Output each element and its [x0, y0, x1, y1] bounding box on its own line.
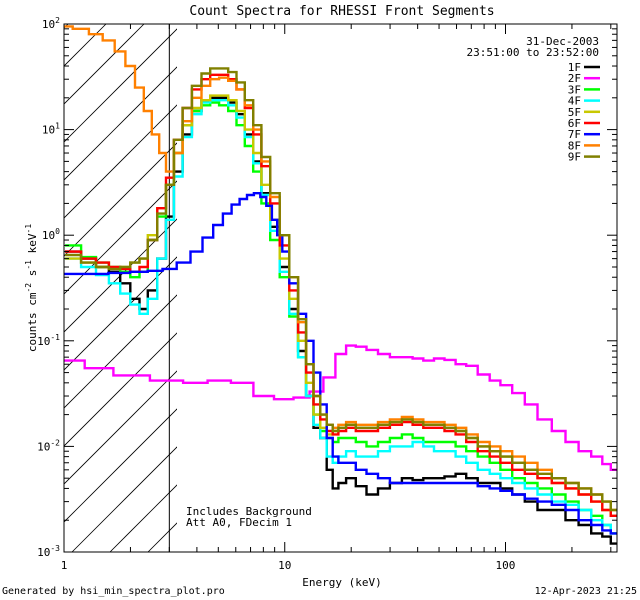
y-axis-label-exp-cm: -2 — [24, 283, 33, 293]
annotation-background: Includes Background — [186, 505, 312, 518]
hatch-line — [64, 66, 177, 181]
axes: 1 10 100 102 101 100 10-1 10-2 10-3 — [37, 16, 617, 572]
x-tick-label: 1 — [61, 559, 68, 572]
legend-label-3F: 3F — [568, 83, 581, 96]
x-tick-label: 100 — [496, 559, 516, 572]
series-line-4F — [65, 99, 617, 535]
y-axis-label-exp-kev: -1 — [24, 224, 33, 234]
legend-label-9F: 9F — [568, 151, 581, 164]
y-axis-label: counts cm-2 s-1 keV-1 — [24, 224, 39, 352]
y-axis-label-main: counts cm — [26, 292, 39, 352]
date-label: 31-Dec-2003 — [526, 35, 599, 48]
hatch-line — [71, 446, 177, 552]
x-tick-label: 10 — [278, 559, 291, 572]
hatch-line — [64, 28, 177, 143]
series-line-9F — [65, 67, 617, 512]
legend-label-5F: 5F — [568, 106, 581, 119]
hatch-line — [64, 294, 177, 409]
hatch-line — [64, 180, 177, 295]
background-shaded-region — [64, 24, 640, 552]
hatch-line — [64, 24, 107, 67]
chart-title: Count Spectra for RHESSI Front Segments — [189, 4, 494, 19]
hatch-line — [64, 256, 177, 371]
time-range-label: 23:51:00 to 23:52:00 — [467, 46, 599, 59]
legend-label-4F: 4F — [568, 95, 581, 108]
hatch-line — [147, 522, 177, 552]
legend-label-2F: 2F — [568, 72, 581, 85]
series-line-1F — [65, 96, 617, 545]
hatch-line — [64, 104, 177, 219]
y-tick-label: 10-1 — [37, 333, 60, 348]
y-axis-label-exp-s: -1 — [24, 260, 33, 270]
y-tick-label: 101 — [42, 122, 60, 137]
y-tick-label: 100 — [42, 227, 60, 242]
y-axis-label-mid: s — [26, 270, 39, 283]
footer-generated-by: Generated by hsi_min_spectra_plot.pro — [2, 586, 225, 597]
hatch-line — [64, 408, 177, 523]
hatch-line — [64, 218, 177, 333]
series-line-2F — [64, 344, 617, 471]
hatch-line — [64, 370, 177, 485]
hatch-line — [64, 332, 177, 447]
hatch-line — [64, 24, 69, 29]
legend-label-7F: 7F — [568, 128, 581, 141]
y-tick-label: 10-2 — [37, 438, 60, 453]
footer-timestamp: 12-Apr-2023 21:25 — [535, 586, 637, 597]
y-tick-label: 102 — [42, 16, 60, 31]
legend-label-8F: 8F — [568, 139, 581, 152]
hatch-line — [262, 24, 640, 552]
series-lines — [64, 25, 617, 545]
y-tick-label: 10-3 — [37, 544, 60, 559]
y-axis-label-unit: keV — [26, 233, 39, 260]
legend-label-1F: 1F — [568, 61, 581, 74]
legend-label-6F: 6F — [568, 117, 581, 130]
hatch-line — [64, 24, 145, 105]
x-axis-label: Energy (keV) — [302, 576, 381, 589]
hatch-line — [64, 142, 177, 257]
annotation-attenuator: Att A0, FDecim 1 — [186, 516, 292, 529]
plot-frame — [63, 23, 618, 553]
